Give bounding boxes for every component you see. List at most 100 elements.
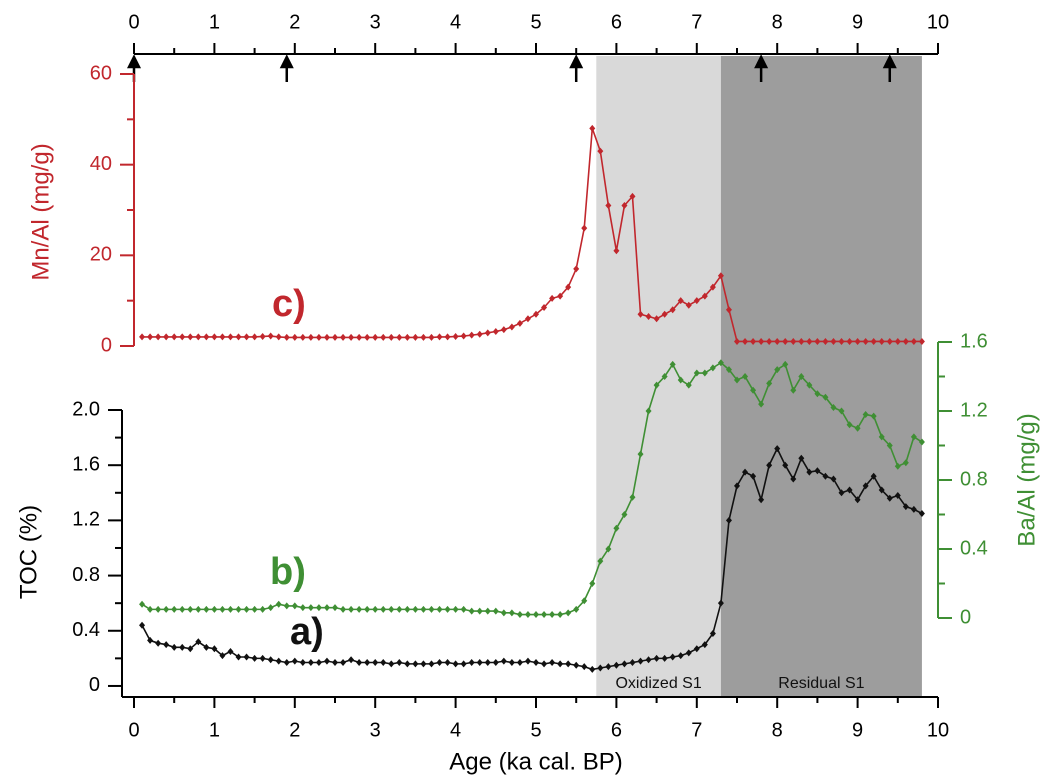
data-point — [299, 333, 306, 341]
data-point — [476, 607, 483, 615]
data-point — [179, 643, 186, 651]
data-point — [235, 333, 242, 341]
data-point — [822, 472, 829, 480]
data-point — [581, 597, 588, 605]
data-point — [259, 654, 266, 662]
data-point — [766, 337, 773, 345]
top-tick-label: 2 — [289, 11, 300, 33]
data-point — [557, 292, 564, 300]
data-point — [171, 333, 178, 341]
region — [720, 56, 922, 697]
data-point — [396, 659, 403, 667]
data-point — [492, 607, 499, 615]
data-point — [910, 433, 917, 441]
data-point — [323, 604, 330, 612]
data-point — [211, 333, 218, 341]
data-point — [806, 337, 813, 345]
data-point — [750, 337, 757, 345]
data-point — [235, 653, 242, 661]
data-point — [251, 654, 258, 662]
data-point — [404, 660, 411, 668]
data-point — [388, 660, 395, 668]
y2-tick-label: 0.4 — [960, 537, 988, 559]
data-point — [693, 645, 700, 653]
x-tick-label: 9 — [852, 719, 863, 741]
data-point — [830, 337, 837, 345]
data-point — [717, 272, 724, 280]
data-point — [814, 390, 821, 398]
data-point — [766, 379, 773, 387]
data-point — [412, 605, 419, 613]
data-point — [573, 265, 580, 273]
data-point — [910, 505, 917, 513]
top-tick-label: 3 — [370, 11, 381, 33]
data-point — [814, 337, 821, 345]
y-tick-label: 0.8 — [72, 564, 100, 586]
data-point — [348, 656, 355, 664]
data-point — [508, 323, 515, 331]
data-point — [460, 605, 467, 613]
data-point — [452, 660, 459, 668]
data-point — [372, 605, 379, 613]
data-point — [685, 649, 692, 657]
data-point — [669, 360, 676, 368]
data-point — [187, 605, 194, 613]
data-point — [854, 424, 861, 432]
data-point — [492, 327, 499, 335]
data-point — [452, 605, 459, 613]
data-point — [203, 333, 210, 341]
data-point — [645, 656, 652, 664]
data-point — [315, 604, 322, 612]
data-point — [878, 486, 885, 494]
data-point — [709, 283, 716, 291]
data-point — [436, 333, 443, 341]
top-tick-label: 1 — [209, 11, 220, 33]
data-point — [364, 605, 371, 613]
data-point — [557, 660, 564, 668]
data-point — [460, 332, 467, 340]
data-point — [372, 333, 379, 341]
data-point — [251, 605, 258, 613]
data-point — [340, 659, 347, 667]
data-point — [677, 297, 684, 305]
data-point — [557, 611, 564, 619]
data-point — [750, 386, 757, 394]
y3-axis-title: Mn/Al (mg/g) — [27, 143, 54, 280]
data-point — [790, 475, 797, 483]
y2-tick-label: 1.2 — [960, 399, 988, 421]
data-point — [870, 412, 877, 420]
data-point — [661, 654, 668, 662]
data-point — [340, 333, 347, 341]
data-point — [259, 605, 266, 613]
data-point — [910, 337, 917, 345]
data-point — [179, 605, 186, 613]
data-point — [894, 462, 901, 470]
data-point — [195, 638, 202, 646]
data-point — [742, 337, 749, 345]
data-point — [227, 605, 234, 613]
data-point — [709, 364, 716, 372]
background-layer — [596, 56, 922, 697]
data-point — [902, 503, 909, 511]
data-point — [219, 605, 226, 613]
data-point — [516, 319, 523, 327]
data-point — [404, 333, 411, 341]
data-point — [870, 472, 877, 480]
data-point — [613, 524, 620, 532]
top-tick-label: 10 — [927, 11, 949, 33]
data-point — [219, 652, 226, 660]
data-point — [299, 659, 306, 667]
data-point — [838, 489, 845, 497]
data-point — [380, 333, 387, 341]
data-point — [420, 333, 427, 341]
data-point — [661, 373, 668, 380]
data-point — [251, 333, 258, 341]
data-point — [171, 605, 178, 613]
data-point — [766, 461, 773, 469]
data-point — [243, 333, 250, 341]
data-point — [356, 333, 363, 341]
data-point — [798, 337, 805, 345]
data-point — [533, 659, 539, 667]
data-point — [806, 468, 813, 476]
data-point — [758, 337, 765, 345]
